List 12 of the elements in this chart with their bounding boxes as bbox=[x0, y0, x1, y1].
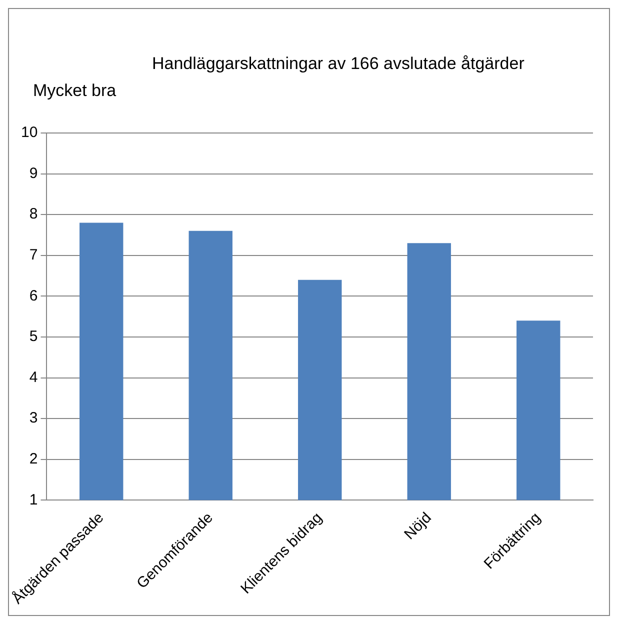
y-axis-title: Mycket bra bbox=[33, 81, 116, 101]
y-tick-label: 2 bbox=[29, 450, 38, 468]
y-tick-label: 4 bbox=[29, 368, 38, 386]
y-tick-label: 5 bbox=[29, 328, 38, 346]
y-tick-label: 8 bbox=[29, 206, 38, 223]
y-tick-label: 1 bbox=[29, 491, 38, 508]
y-tick-label: 9 bbox=[29, 164, 38, 182]
y-tick-label: 7 bbox=[29, 246, 38, 264]
y-tick-label: 10 bbox=[21, 124, 38, 142]
y-tick-label: 3 bbox=[29, 410, 38, 427]
chart-title: Handläggarskattningar av 166 avslutade åtgärder bbox=[152, 53, 526, 75]
y-tick-label: 6 bbox=[29, 287, 38, 304]
